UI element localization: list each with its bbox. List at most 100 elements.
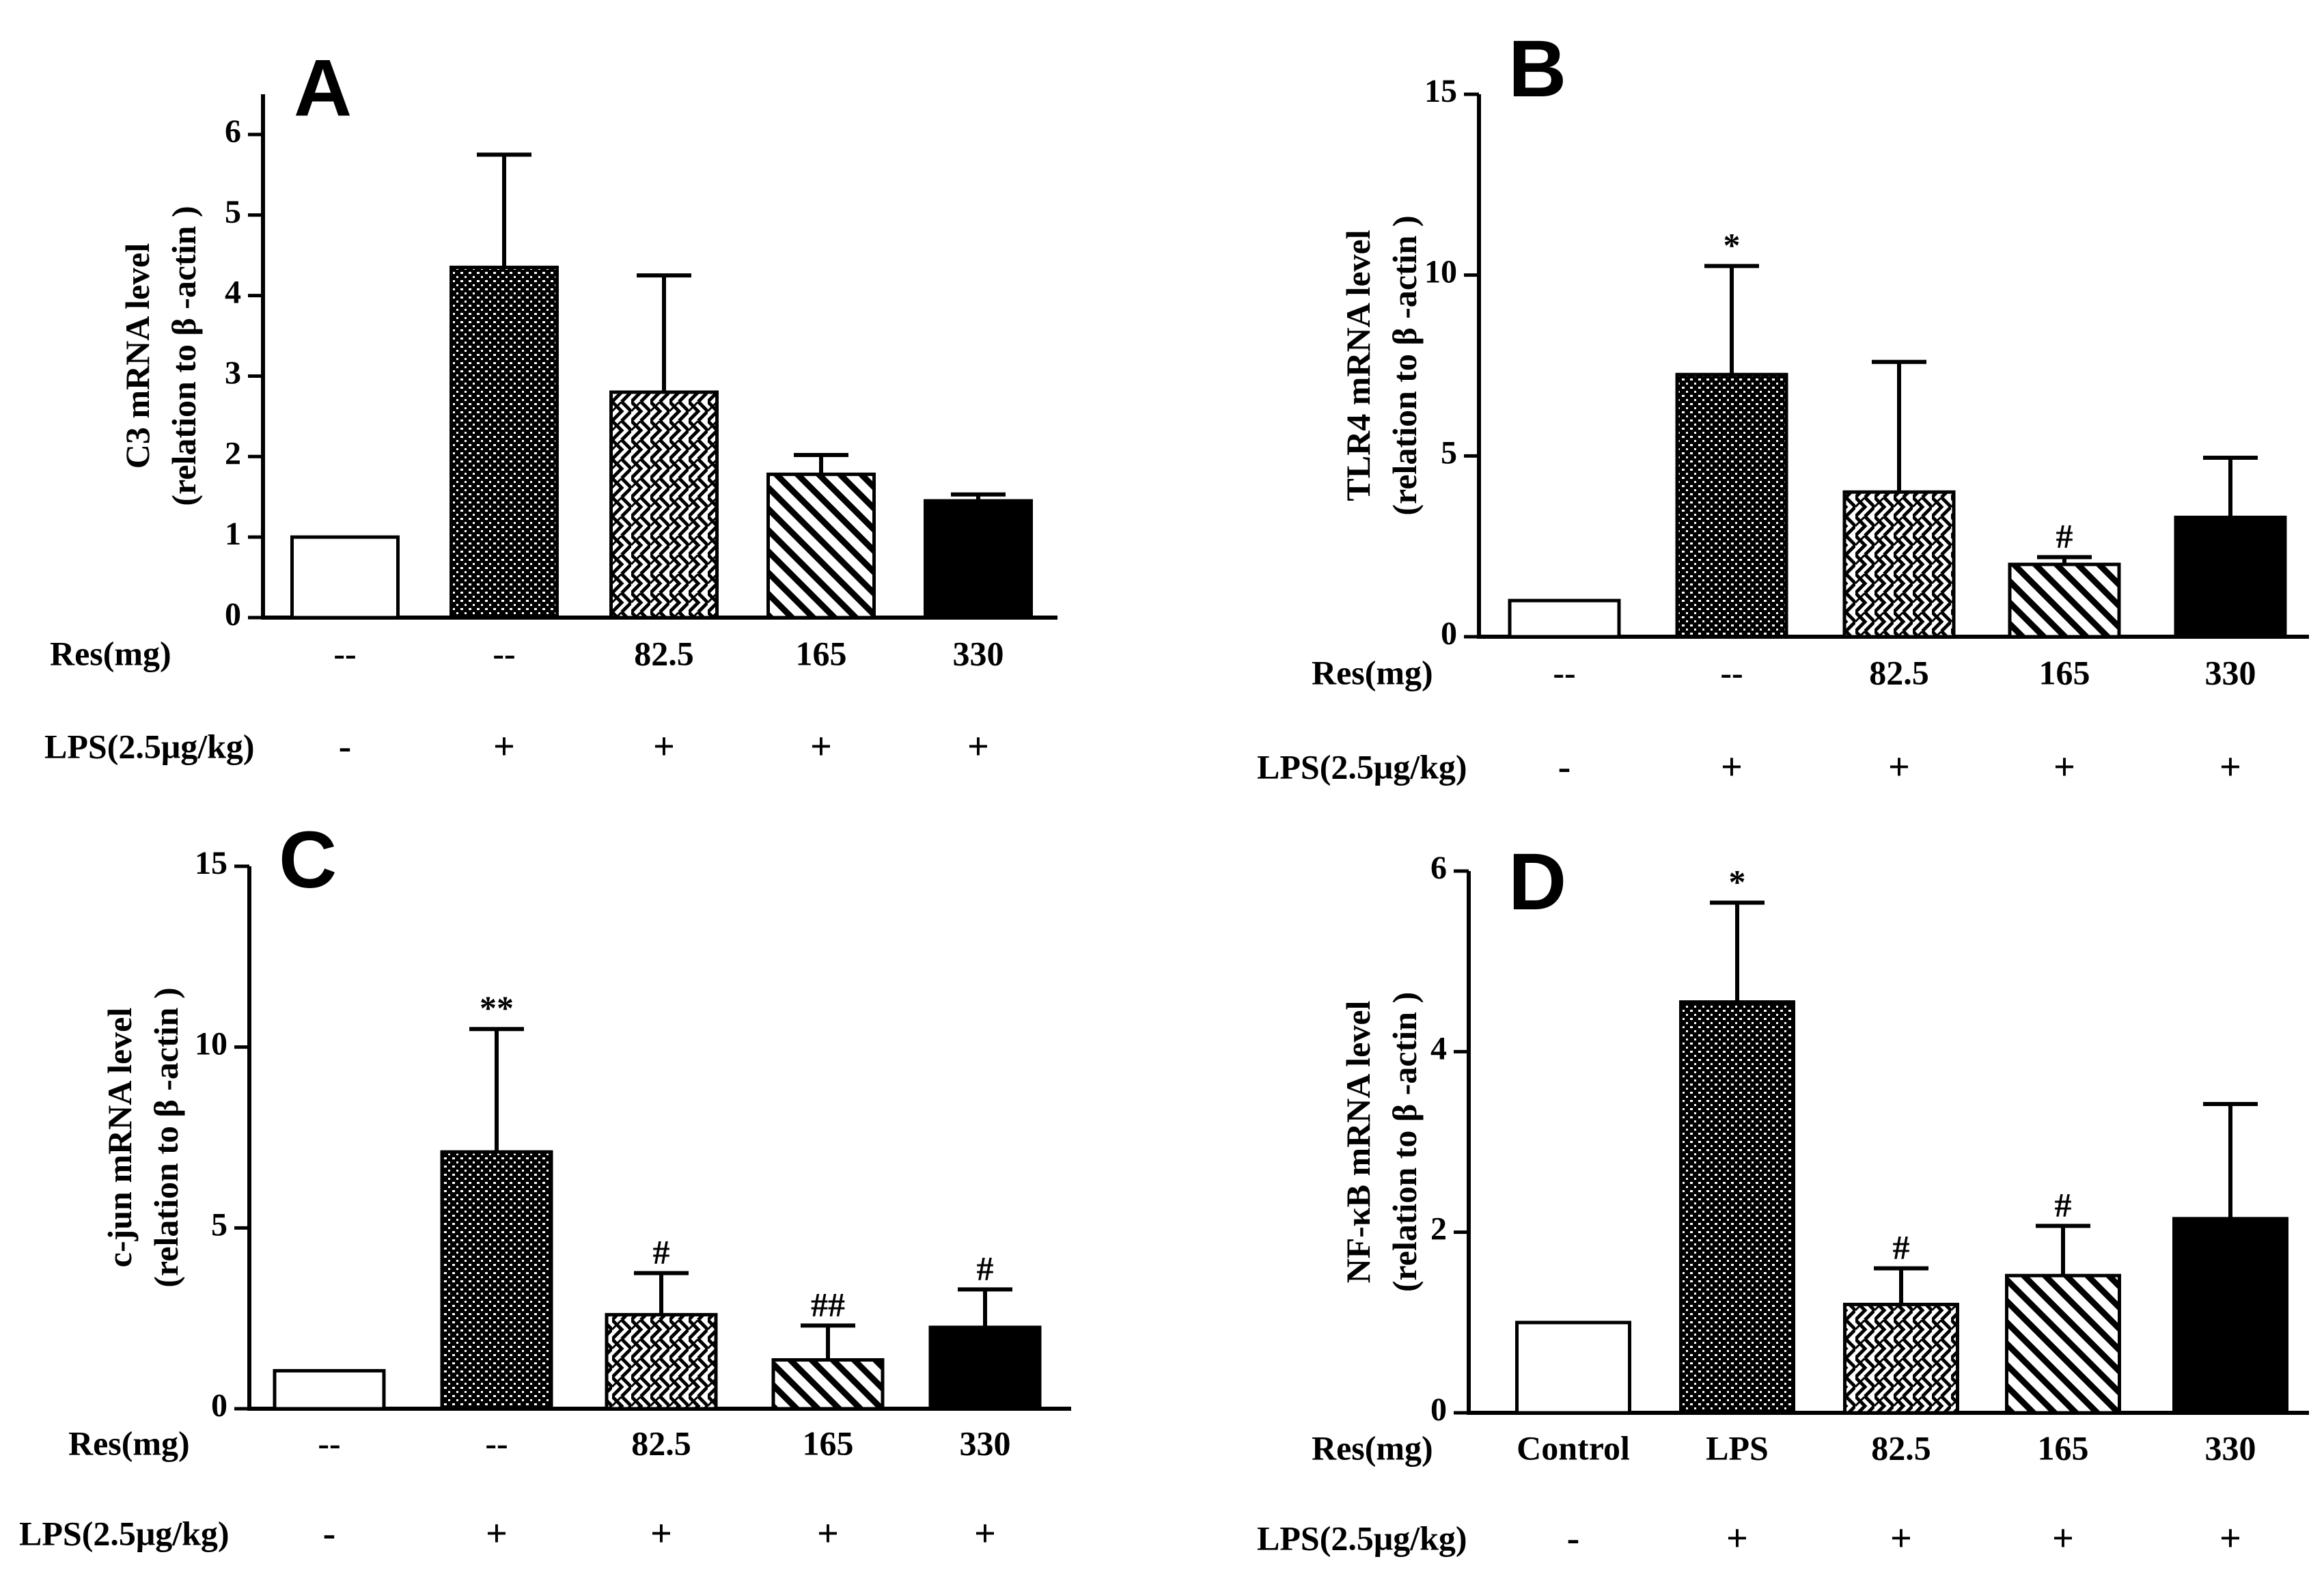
significance-marker: ## <box>811 1285 845 1323</box>
bar <box>766 472 876 620</box>
y-tick-label: 0 <box>211 1388 227 1424</box>
panel-letter: B <box>1508 24 1566 114</box>
res-row-label: Res(mg) <box>50 634 171 672</box>
y-axis-label: NF-κB mRNA level <box>1339 1000 1377 1283</box>
y-axis-label-sub: (relation to β -actin ) <box>147 987 185 1287</box>
bar <box>273 1368 386 1411</box>
lps-value: - <box>1567 1517 1580 1560</box>
lps-value: + <box>817 1513 839 1555</box>
y-tick-label: 4 <box>1430 1030 1447 1066</box>
significance-marker: # <box>1893 1228 1910 1267</box>
x-tick-label: 82.5 <box>1869 653 1929 691</box>
significance-marker: * <box>1724 225 1741 264</box>
panel-letter: A <box>294 43 352 133</box>
y-tick-label: 4 <box>225 275 241 311</box>
bar <box>1515 1321 1631 1415</box>
x-tick-label: 82.5 <box>631 1424 691 1462</box>
bar <box>2174 515 2287 639</box>
bar <box>290 535 400 620</box>
bar <box>440 1150 553 1411</box>
lps-value: - <box>1558 746 1571 788</box>
x-tick-label: -- <box>333 634 356 672</box>
x-tick-label: 165 <box>796 634 847 672</box>
significance-marker: # <box>2055 1185 2072 1224</box>
x-tick-label: -- <box>485 1424 508 1462</box>
x-tick-label: -- <box>318 1424 340 1462</box>
x-tick-label: 330 <box>2205 653 2256 691</box>
bar <box>1679 1000 1795 1415</box>
lps-row-label: LPS(2.5μg/kg) <box>19 1514 230 1552</box>
y-tick-label: 0 <box>1430 1392 1447 1428</box>
x-tick-label: 165 <box>2038 1429 2089 1467</box>
y-tick-label: 5 <box>225 194 241 230</box>
bar <box>1843 1302 1959 1415</box>
panel-b: B 0 5 10 15 TLR4 mRNA level (relation to β -ac… <box>1257 24 2309 788</box>
lps-value: + <box>2053 746 2075 788</box>
y-axis-label-sub: (relation to β -actin ) <box>165 206 203 506</box>
significance-marker: ** <box>480 989 514 1027</box>
y-axis-label-sub: (relation to β -actin ) <box>1385 215 1424 515</box>
bar <box>609 390 719 620</box>
x-tick-label: 330 <box>953 634 1004 672</box>
lps-value: + <box>653 726 675 768</box>
bar <box>1842 490 1956 639</box>
y-tick-label: 15 <box>1424 73 1457 109</box>
significance-marker: # <box>2056 517 2073 555</box>
lps-row-label: LPS(2.5μg/kg) <box>1257 1519 1467 1557</box>
bar <box>924 499 1033 620</box>
bar <box>1508 598 1621 639</box>
y-tick-label: 5 <box>211 1206 227 1243</box>
significance-marker: * <box>1729 862 1746 900</box>
y-axis-label: TLR4 mRNA level <box>1339 230 1377 501</box>
y-tick-label: 2 <box>225 435 241 471</box>
panel-d: D 0 2 4 6 NF-κB mRNA level (relation to β -act… <box>1257 837 2309 1560</box>
lps-value: + <box>1890 1517 1912 1560</box>
x-tick-label: -- <box>1553 653 1575 691</box>
y-tick-label: 10 <box>195 1026 227 1062</box>
y-axis-label: c-jun mRNA level <box>100 1008 139 1268</box>
lps-value: + <box>2052 1517 2074 1560</box>
x-tick-label: 330 <box>2205 1429 2256 1467</box>
x-tick-label: 165 <box>2039 653 2090 691</box>
significance-marker: # <box>977 1249 994 1287</box>
lps-row-label: LPS(2.5μg/kg) <box>44 727 255 765</box>
bar <box>449 265 559 620</box>
y-tick-label: 15 <box>195 845 227 881</box>
x-tick-label: 82.5 <box>1871 1429 1931 1467</box>
lps-value: + <box>493 726 515 768</box>
x-tick-label: 330 <box>960 1424 1011 1462</box>
lps-value: - <box>339 726 352 768</box>
lps-value: - <box>323 1513 336 1555</box>
lps-value: + <box>810 726 832 768</box>
y-tick-label: 6 <box>225 113 241 150</box>
bar <box>771 1358 885 1411</box>
bar <box>2005 1273 2121 1415</box>
y-tick-label: 1 <box>225 516 241 552</box>
x-tick-label: -- <box>493 634 515 672</box>
x-tick-label: 82.5 <box>634 634 694 672</box>
y-tick-label: 5 <box>1441 435 1457 471</box>
y-tick-label: 0 <box>1441 616 1457 652</box>
res-row-label: Res(mg) <box>68 1424 190 1462</box>
significance-marker: # <box>653 1233 670 1271</box>
bar <box>605 1312 718 1411</box>
panel-letter: D <box>1508 837 1566 927</box>
bar <box>1675 372 1788 639</box>
bar <box>2008 562 2121 639</box>
y-tick-label: 0 <box>225 596 241 633</box>
panel-a: A 0 1 2 3 4 5 6 C3 mRNA level (relation to β -act… <box>44 43 1057 768</box>
y-tick-label: 6 <box>1430 850 1447 886</box>
lps-value: + <box>1721 746 1743 788</box>
lps-value: + <box>967 726 989 768</box>
lps-value: + <box>2219 746 2241 788</box>
lps-row-label: LPS(2.5μg/kg) <box>1257 747 1467 786</box>
y-tick-label: 2 <box>1430 1211 1447 1247</box>
x-tick-label: -- <box>1720 653 1743 691</box>
x-tick-label: Control <box>1517 1429 1630 1467</box>
panel-letter: C <box>279 815 337 905</box>
lps-value: + <box>974 1513 996 1555</box>
bar <box>928 1325 1042 1411</box>
lps-value: + <box>2219 1517 2241 1560</box>
lps-value: + <box>1726 1517 1748 1560</box>
